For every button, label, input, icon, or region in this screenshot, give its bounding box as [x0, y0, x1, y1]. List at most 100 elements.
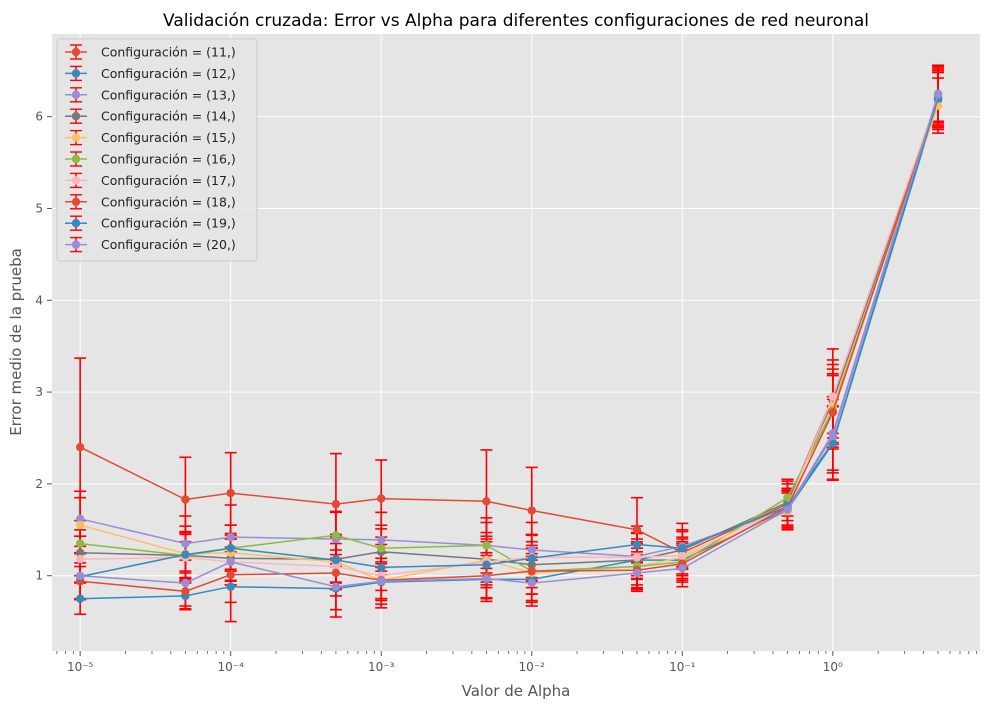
data-point [632, 553, 642, 562]
data-point [75, 554, 85, 564]
data-point [678, 564, 687, 573]
data-point [181, 587, 190, 596]
legend-label: Configuración = (17,) [101, 173, 236, 188]
legend-label: Configuración = (19,) [101, 216, 236, 231]
data-point [331, 531, 341, 540]
legend-item: Configuración = (18,) [65, 194, 236, 210]
data-point [828, 408, 838, 417]
data-point [331, 582, 341, 591]
legend-item: Configuración = (13,) [65, 87, 236, 103]
data-point [75, 514, 85, 523]
legend-item: Configuración = (17,) [65, 172, 236, 189]
x-tick-label: 10⁻⁵ [67, 660, 94, 674]
data-point [377, 563, 386, 572]
legend-label: Configuración = (14,) [101, 109, 236, 124]
y-axis-label: Error medio de la prueba [7, 248, 25, 436]
data-point [75, 521, 85, 530]
data-point [226, 557, 235, 567]
legend-item: Configuración = (11,) [65, 44, 236, 60]
data-point [75, 442, 85, 452]
data-point [181, 495, 190, 504]
legend-marker [71, 197, 81, 206]
data-point [226, 582, 235, 591]
legend-item: Configuración = (14,) [65, 108, 236, 124]
data-point [377, 577, 386, 586]
grid [52, 34, 980, 651]
data-point [678, 551, 687, 560]
data-point [181, 539, 190, 548]
data-point [828, 392, 838, 401]
y-axis: 1 2 3 4 5 6 [35, 110, 52, 583]
data-point [783, 505, 792, 514]
data-point [527, 578, 536, 588]
series-line [80, 96, 939, 577]
data-point [75, 571, 85, 580]
legend-marker [71, 240, 81, 249]
y-tick-label: 5 [35, 201, 43, 215]
legend: Configuración = (11,) Configuración = (12… [56, 38, 258, 262]
data-point [482, 574, 491, 583]
legend-label: Configuración = (11,) [101, 45, 236, 60]
data-point [527, 545, 536, 555]
legend-marker [71, 47, 81, 57]
legend-label: Configuración = (20,) [101, 237, 236, 252]
legend-marker [71, 112, 81, 121]
data-point [331, 562, 341, 571]
data-point [377, 535, 386, 545]
chart-title: Validación cruzada: Error vs Alpha para … [163, 11, 869, 31]
legend-item: Configuración = (12,) [65, 65, 236, 82]
legend-marker [71, 90, 81, 100]
legend-item: Configuración = (19,) [65, 215, 236, 231]
legend-marker [71, 133, 81, 142]
data-point [678, 543, 687, 553]
legend-box [56, 38, 258, 262]
series-10 [75, 90, 943, 591]
series-line [80, 98, 939, 593]
legend-label: Configuración = (18,) [101, 194, 236, 209]
legend-label: Configuración = (16,) [101, 152, 236, 167]
data-point [828, 431, 838, 441]
series-lines [75, 89, 943, 603]
data-point [75, 539, 85, 548]
legend-item: Configuración = (20,) [65, 236, 236, 253]
legend-marker [71, 154, 81, 164]
data-point [482, 560, 491, 569]
legend-marker [71, 176, 81, 185]
data-point [226, 570, 235, 579]
x-tick-label: 10⁻³ [368, 660, 395, 674]
data-point [632, 540, 642, 549]
x-axis-label: Valor de Alpha [462, 682, 571, 700]
data-point [482, 497, 491, 506]
data-point [482, 541, 491, 550]
legend-marker [71, 69, 81, 78]
data-point [331, 568, 341, 578]
legend-item: Configuración = (15,) [65, 129, 236, 146]
y-tick-label: 6 [35, 110, 43, 124]
data-point [377, 543, 386, 553]
legend-marker [71, 219, 81, 228]
x-tick-label: 10⁻¹ [669, 660, 696, 674]
y-tick-label: 1 [35, 569, 43, 583]
data-point [331, 555, 341, 565]
data-point [226, 543, 235, 553]
y-tick-label: 3 [35, 385, 43, 399]
data-point [527, 560, 536, 569]
data-point [75, 548, 85, 557]
data-point [181, 550, 190, 559]
data-point [181, 578, 190, 588]
data-point [377, 494, 386, 503]
data-point [75, 594, 85, 603]
data-point [632, 525, 642, 535]
series-line [80, 94, 939, 588]
y-tick-label: 2 [35, 477, 43, 491]
x-tick-label: 10⁰ [823, 660, 843, 674]
legend-label: Configuración = (15,) [101, 130, 236, 145]
y-tick-label: 4 [35, 293, 43, 307]
x-tick-label: 10⁻² [519, 660, 546, 674]
x-tick-label: 10⁻⁴ [217, 660, 244, 674]
data-point [933, 90, 943, 99]
legend-item: Configuración = (16,) [65, 151, 236, 167]
legend-label: Configuración = (13,) [101, 87, 236, 102]
